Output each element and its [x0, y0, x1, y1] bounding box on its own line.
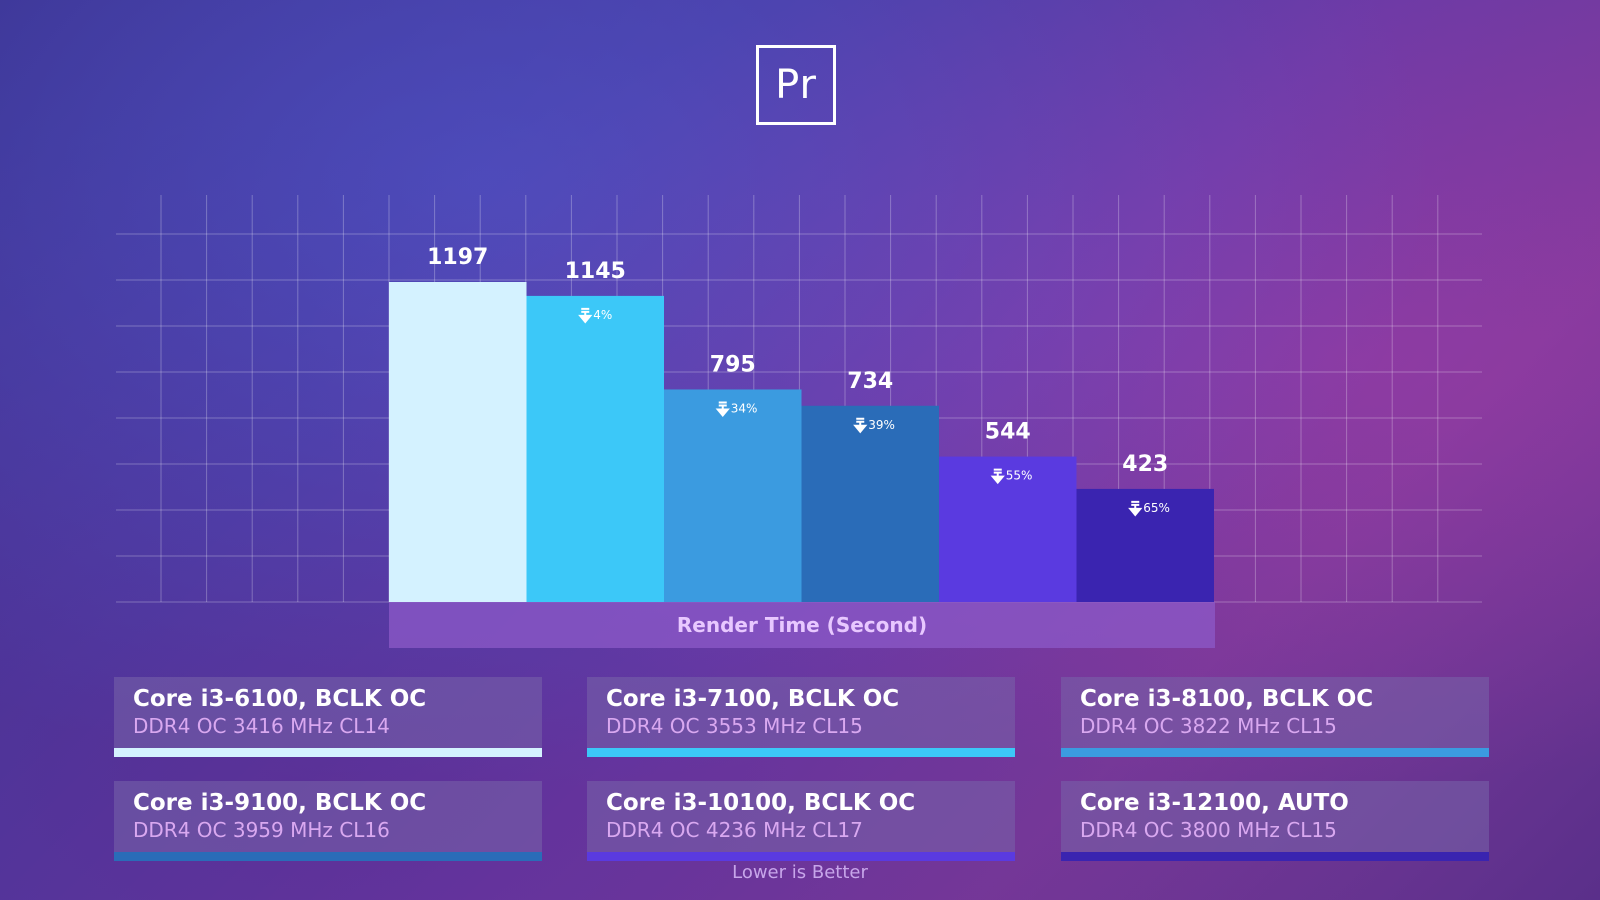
bar-percent-label: 55% — [1006, 469, 1033, 483]
legend-swatch — [1061, 748, 1489, 757]
bar — [389, 282, 527, 602]
legend-item-name: Core i3-9100, BCLK OC — [133, 790, 427, 816]
bar-percent-label: 39% — [868, 418, 895, 432]
bar-value-label: 423 — [1122, 452, 1168, 477]
arrow-down-icon — [1128, 500, 1143, 517]
bar — [526, 295, 664, 602]
legend-swatch — [114, 748, 542, 757]
legend-item: Core i3-7100, BCLK OC DDR4 OC 3553 MHz C… — [587, 677, 1015, 757]
bar-percent-label: 4% — [593, 308, 612, 322]
legend-item-name: Core i3-6100, BCLK OC — [133, 686, 427, 712]
bar — [1076, 488, 1214, 602]
legend-swatch — [114, 852, 542, 861]
legend-item-memory: DDR4 OC 3416 MHz CL14 — [133, 714, 390, 738]
decrease-indicator: 65% — [1128, 500, 1170, 517]
legend-item-memory: DDR4 OC 4236 MHz CL17 — [606, 818, 863, 842]
legend-item: Core i3-8100, BCLK OC DDR4 OC 3822 MHz C… — [1061, 677, 1489, 757]
legend-item-name: Core i3-7100, BCLK OC — [606, 686, 900, 712]
arrow-down-icon — [990, 468, 1005, 485]
legend-item: Core i3-6100, BCLK OC DDR4 OC 3416 MHz C… — [114, 677, 542, 757]
legend-swatch — [1061, 852, 1489, 861]
decrease-indicator: 34% — [715, 401, 758, 418]
bar-value-label: 795 — [710, 352, 756, 377]
legend-item-memory: DDR4 OC 3800 MHz CL15 — [1080, 818, 1337, 842]
bar-value-label: 1197 — [427, 245, 488, 270]
bar-value-label: 734 — [847, 369, 893, 394]
legend-swatch — [587, 748, 1015, 757]
arrow-down-icon — [853, 417, 868, 434]
footnote: Lower is Better — [732, 862, 868, 883]
legend-item-name: Core i3-10100, BCLK OC — [606, 790, 916, 816]
decrease-indicator: 4% — [578, 307, 612, 324]
legend-item-name: Core i3-12100, AUTO — [1080, 790, 1349, 816]
bar-value-label: 544 — [985, 420, 1031, 445]
arrow-down-icon — [715, 401, 730, 418]
decrease-indicator: 55% — [990, 468, 1033, 485]
arrow-down-icon — [578, 307, 593, 324]
bar-value-label: 1145 — [565, 259, 626, 284]
legend-item-name: Core i3-8100, BCLK OC — [1080, 686, 1374, 712]
legend-swatch — [587, 852, 1015, 861]
bar-percent-label: 65% — [1143, 501, 1170, 515]
bar — [664, 389, 802, 602]
bar-percent-label: 34% — [731, 401, 758, 415]
legend-item-memory: DDR4 OC 3959 MHz CL16 — [133, 818, 390, 842]
premiere-pro-logo: Pr — [756, 45, 836, 125]
legend-item: Core i3-12100, AUTO DDR4 OC 3800 MHz CL1… — [1061, 781, 1489, 861]
bar — [939, 456, 1077, 602]
x-axis-title: Render Time (Second) — [389, 602, 1215, 648]
legend-item: Core i3-10100, BCLK OC DDR4 OC 4236 MHz … — [587, 781, 1015, 861]
legend-item-memory: DDR4 OC 3553 MHz CL15 — [606, 714, 863, 738]
decrease-indicator: 39% — [853, 417, 895, 434]
legend-item: Core i3-9100, BCLK OC DDR4 OC 3959 MHz C… — [114, 781, 542, 861]
bar — [801, 405, 939, 602]
legend-item-memory: DDR4 OC 3822 MHz CL15 — [1080, 714, 1337, 738]
